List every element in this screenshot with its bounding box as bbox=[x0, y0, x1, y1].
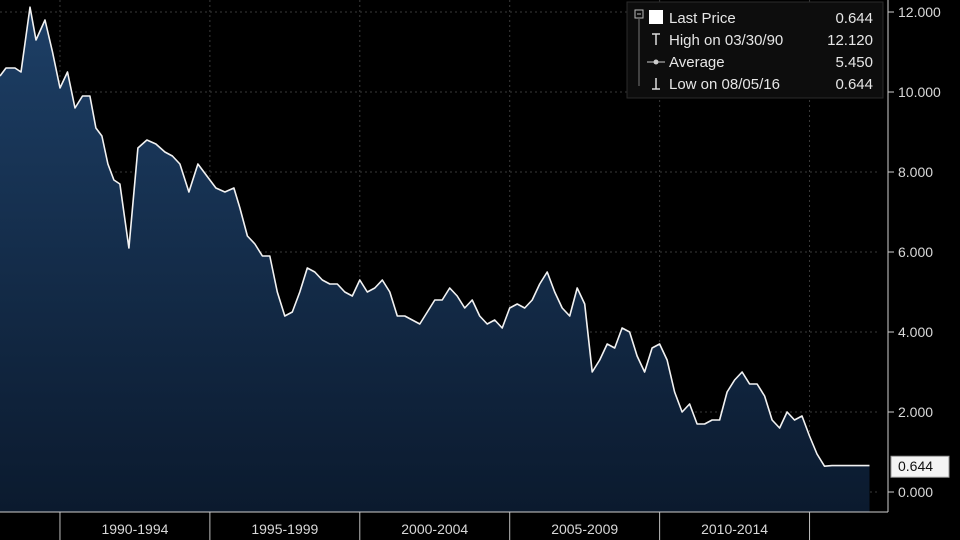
x-tick-label: 2010-2014 bbox=[701, 521, 768, 537]
last-value-tag: 0.644 bbox=[890, 455, 950, 478]
x-tick-label: 2005-2009 bbox=[551, 521, 618, 537]
legend-item: Average 5.450 bbox=[647, 54, 873, 71]
series-area-fill bbox=[0, 7, 870, 512]
average-dot-icon bbox=[653, 59, 659, 65]
legend-value: 5.450 bbox=[835, 54, 873, 71]
legend-item: High on 03/30/90 12.120 bbox=[652, 32, 873, 49]
legend-label: Low on 08/05/16 bbox=[669, 76, 780, 93]
y-tick-label: 0.000 bbox=[898, 484, 933, 500]
legend-value: 0.644 bbox=[835, 76, 873, 93]
legend-label: High on 03/30/90 bbox=[669, 32, 783, 49]
last-value-tag-box bbox=[890, 455, 950, 478]
series-area bbox=[0, 6, 870, 512]
legend-value: 0.644 bbox=[835, 10, 873, 27]
y-tick-label: 6.000 bbox=[898, 244, 933, 260]
y-tick-label: 12.000 bbox=[898, 4, 941, 20]
x-tick-label: 2000-2004 bbox=[401, 521, 468, 537]
legend-box bbox=[626, 1, 884, 99]
legend-item: Last Price 0.644 bbox=[649, 10, 873, 27]
last-value-tag-label: 0.644 bbox=[898, 458, 933, 474]
x-tick-label: 1995-1999 bbox=[251, 521, 318, 537]
legend-label: Last Price bbox=[669, 10, 736, 27]
legend-item: Low on 08/05/16 0.644 bbox=[652, 76, 873, 93]
collapse-icon bbox=[634, 9, 644, 19]
y-tick-label: 4.000 bbox=[898, 324, 933, 340]
series-line bbox=[0, 6, 870, 467]
legend: Last Price 0.644 High on 03/30/90 12.120 Ave… bbox=[626, 1, 884, 99]
legend-label: Average bbox=[669, 54, 725, 71]
x-tick-label: 1990-1994 bbox=[101, 521, 168, 537]
y-tick-label: 10.000 bbox=[898, 84, 941, 100]
y-tick-label: 8.000 bbox=[898, 164, 933, 180]
legend-value: 12.120 bbox=[827, 32, 873, 49]
legend-square-icon bbox=[649, 10, 663, 24]
y-tick-label: 2.000 bbox=[898, 404, 933, 420]
